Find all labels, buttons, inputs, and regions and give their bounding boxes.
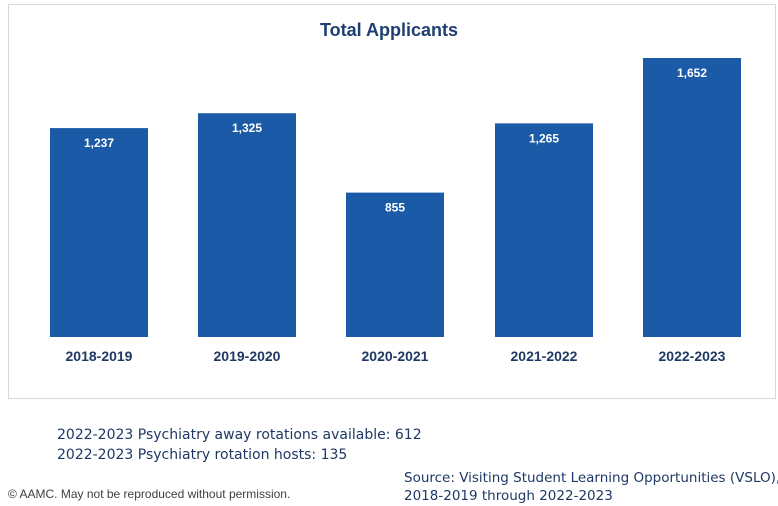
value-label-2021-2022: 1,265 <box>529 131 559 145</box>
source-line-1: Source: Visiting Student Learning Opport… <box>404 470 778 486</box>
category-label-2021-2022: 2021-2022 <box>511 348 578 364</box>
source-line-2: 2018-2019 through 2022-2023 <box>404 488 613 504</box>
value-label-2020-2021: 855 <box>385 201 405 215</box>
category-label-2018-2019: 2018-2019 <box>66 348 133 364</box>
bar-2022-2023 <box>643 58 741 337</box>
bar-2021-2022 <box>495 123 593 338</box>
rotation-hosts-note: 2022-2023 Psychiatry rotation hosts: 135 <box>57 447 348 463</box>
copyright-notice: © AAMC. May not be reproduced without pe… <box>8 487 291 501</box>
away-rotations-note: 2022-2023 Psychiatry away rotations avai… <box>57 427 422 443</box>
value-label-2019-2020: 1,325 <box>232 121 262 135</box>
value-label-2022-2023: 1,652 <box>677 66 707 80</box>
category-label-2019-2020: 2019-2020 <box>214 348 281 364</box>
category-label-2020-2021: 2020-2021 <box>362 348 429 364</box>
bar-2019-2020 <box>198 113 296 337</box>
bar-2018-2019 <box>50 128 148 337</box>
chart-title: Total Applicants <box>319 20 458 40</box>
category-label-2022-2023: 2022-2023 <box>659 348 726 364</box>
bar-2020-2021 <box>346 192 444 337</box>
bar-chart: 1,237 2018-2019 1,325 2019-2020 855 2020-2021… <box>50 58 741 364</box>
value-label-2018-2019: 1,237 <box>84 136 114 150</box>
